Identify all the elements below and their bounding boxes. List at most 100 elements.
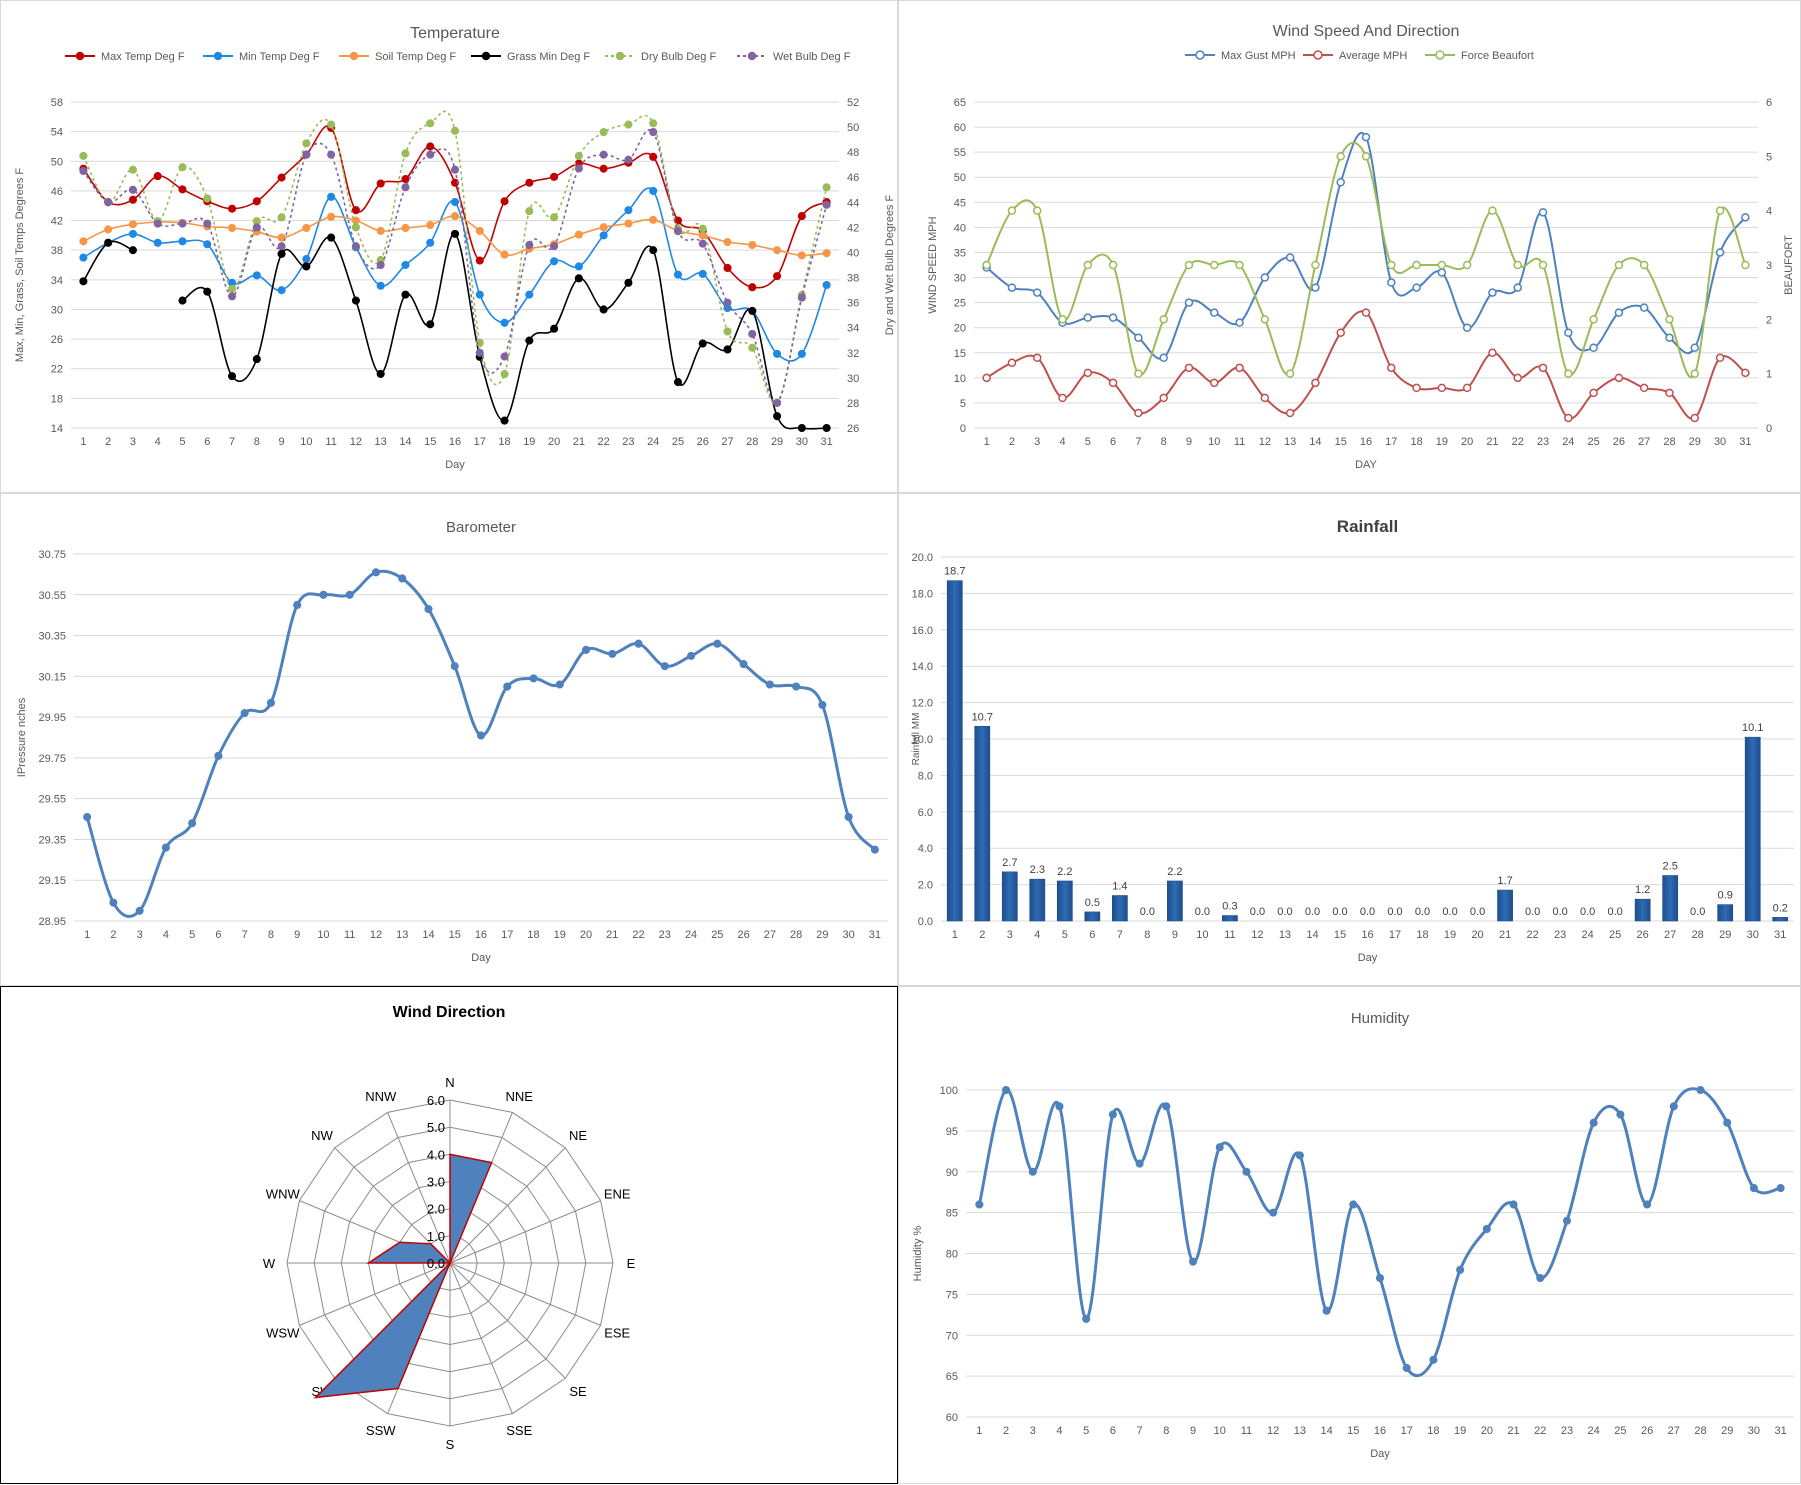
data-point xyxy=(550,324,559,333)
data-point xyxy=(426,142,435,151)
data-point xyxy=(1509,1200,1518,1209)
data-point xyxy=(1429,1355,1438,1364)
x-tick-label: 12 xyxy=(350,436,362,448)
data-point xyxy=(1715,353,1725,363)
y2-tick-label: 42 xyxy=(847,222,859,234)
data-point xyxy=(227,223,237,233)
legend-marker xyxy=(481,51,491,61)
data-point xyxy=(1184,298,1194,307)
data-point xyxy=(104,238,113,247)
chart-title: Humidity xyxy=(1351,1010,1410,1027)
data-point xyxy=(1437,268,1447,277)
x-tick-label: 28 xyxy=(746,436,758,448)
data-point xyxy=(1513,373,1522,383)
data-point xyxy=(1614,308,1624,317)
direction-label: NNE xyxy=(506,1089,534,1104)
x-tick-label: 16 xyxy=(449,436,461,448)
data-point xyxy=(1749,1184,1758,1193)
data-point xyxy=(1260,273,1270,282)
x-tick-label: 6 xyxy=(215,929,221,941)
data-point xyxy=(293,600,302,610)
data-point xyxy=(1007,283,1017,292)
radial-tick-label: 5.0 xyxy=(427,1120,445,1135)
series-line xyxy=(182,233,827,430)
y-tick-label: 90 xyxy=(946,1167,958,1179)
data-point xyxy=(1412,260,1421,270)
y-tick-label: 4.0 xyxy=(918,843,933,855)
data-point xyxy=(773,398,782,407)
data-point xyxy=(773,349,782,358)
data-point xyxy=(1564,369,1573,378)
x-tick-label: 13 xyxy=(1284,436,1296,448)
data-point xyxy=(1437,260,1447,270)
x-tick-label: 20 xyxy=(1481,1425,1493,1437)
x-tick-label: 25 xyxy=(1587,436,1599,448)
data-point xyxy=(1322,1306,1331,1315)
data-point xyxy=(1462,383,1472,393)
x-tick-label: 18 xyxy=(1427,1425,1439,1437)
x-tick-label: 6 xyxy=(1110,1425,1116,1437)
data-point xyxy=(252,355,261,364)
data-point xyxy=(1614,260,1624,270)
x-tick-label: 23 xyxy=(1554,929,1566,941)
x-tick-label: 17 xyxy=(1385,436,1397,448)
data-point xyxy=(450,126,460,135)
series-max-temp-deg-f xyxy=(79,123,831,292)
data-point xyxy=(844,812,853,822)
radial-tick-label: 3.0 xyxy=(427,1175,445,1190)
x-tick-label: 9 xyxy=(279,436,285,448)
bar-value-label: 0.0 xyxy=(1525,906,1540,918)
data-point xyxy=(1215,1143,1224,1152)
data-point xyxy=(1669,1102,1678,1111)
y-tick-label: 5 xyxy=(960,398,966,410)
x-tick-label: 14 xyxy=(1306,929,1318,941)
data-point xyxy=(1285,369,1295,378)
legend-entry-dry-bulb-deg-f: Dry Bulb Deg F xyxy=(605,51,716,63)
rainfall-bar xyxy=(974,725,991,922)
data-point xyxy=(698,269,707,278)
data-point xyxy=(649,152,658,161)
data-point xyxy=(1643,1200,1652,1209)
data-point xyxy=(1513,283,1522,292)
x-tick-label: 20 xyxy=(1471,929,1483,941)
data-point xyxy=(79,151,88,160)
data-point xyxy=(1311,378,1320,388)
data-point xyxy=(765,680,774,689)
data-point xyxy=(1184,363,1194,373)
x-tick-label: 25 xyxy=(1609,929,1621,941)
data-point xyxy=(351,206,360,215)
data-point xyxy=(128,165,137,174)
data-point xyxy=(649,186,658,195)
data-point xyxy=(1387,278,1396,287)
data-point xyxy=(1361,152,1371,161)
y2-tick-label: 34 xyxy=(847,323,859,335)
data-point xyxy=(1639,303,1649,312)
data-point xyxy=(1723,1118,1732,1127)
series-grass-min-deg-f xyxy=(79,229,831,433)
data-point xyxy=(327,120,336,129)
chart-title: Temperature xyxy=(410,25,500,42)
rainfall-bar xyxy=(1084,911,1101,922)
x-tick-label: 5 xyxy=(179,436,185,448)
data-point xyxy=(476,731,486,740)
y2-tick-label: 3 xyxy=(1766,260,1772,272)
data-point xyxy=(302,150,311,159)
data-point xyxy=(277,249,286,258)
data-point xyxy=(1058,315,1067,324)
data-point xyxy=(401,175,410,184)
data-point xyxy=(475,226,484,235)
data-point xyxy=(1032,206,1042,215)
series-line xyxy=(82,128,828,404)
data-point xyxy=(797,349,806,358)
legend-entry-wet-bulb-deg-f: Wet Bulb Deg F xyxy=(737,51,851,63)
data-point xyxy=(266,698,275,707)
data-point xyxy=(529,674,538,683)
data-point xyxy=(203,240,212,249)
series-soil-temp-deg-f xyxy=(79,212,831,260)
data-point xyxy=(797,423,806,433)
data-point xyxy=(555,680,564,689)
data-point xyxy=(748,343,757,352)
legend-entry-max-gust-mph: Max Gust MPH xyxy=(1185,50,1296,62)
rainfall-bar xyxy=(1167,880,1183,922)
legend-label: Grass Min Deg F xyxy=(507,51,590,63)
